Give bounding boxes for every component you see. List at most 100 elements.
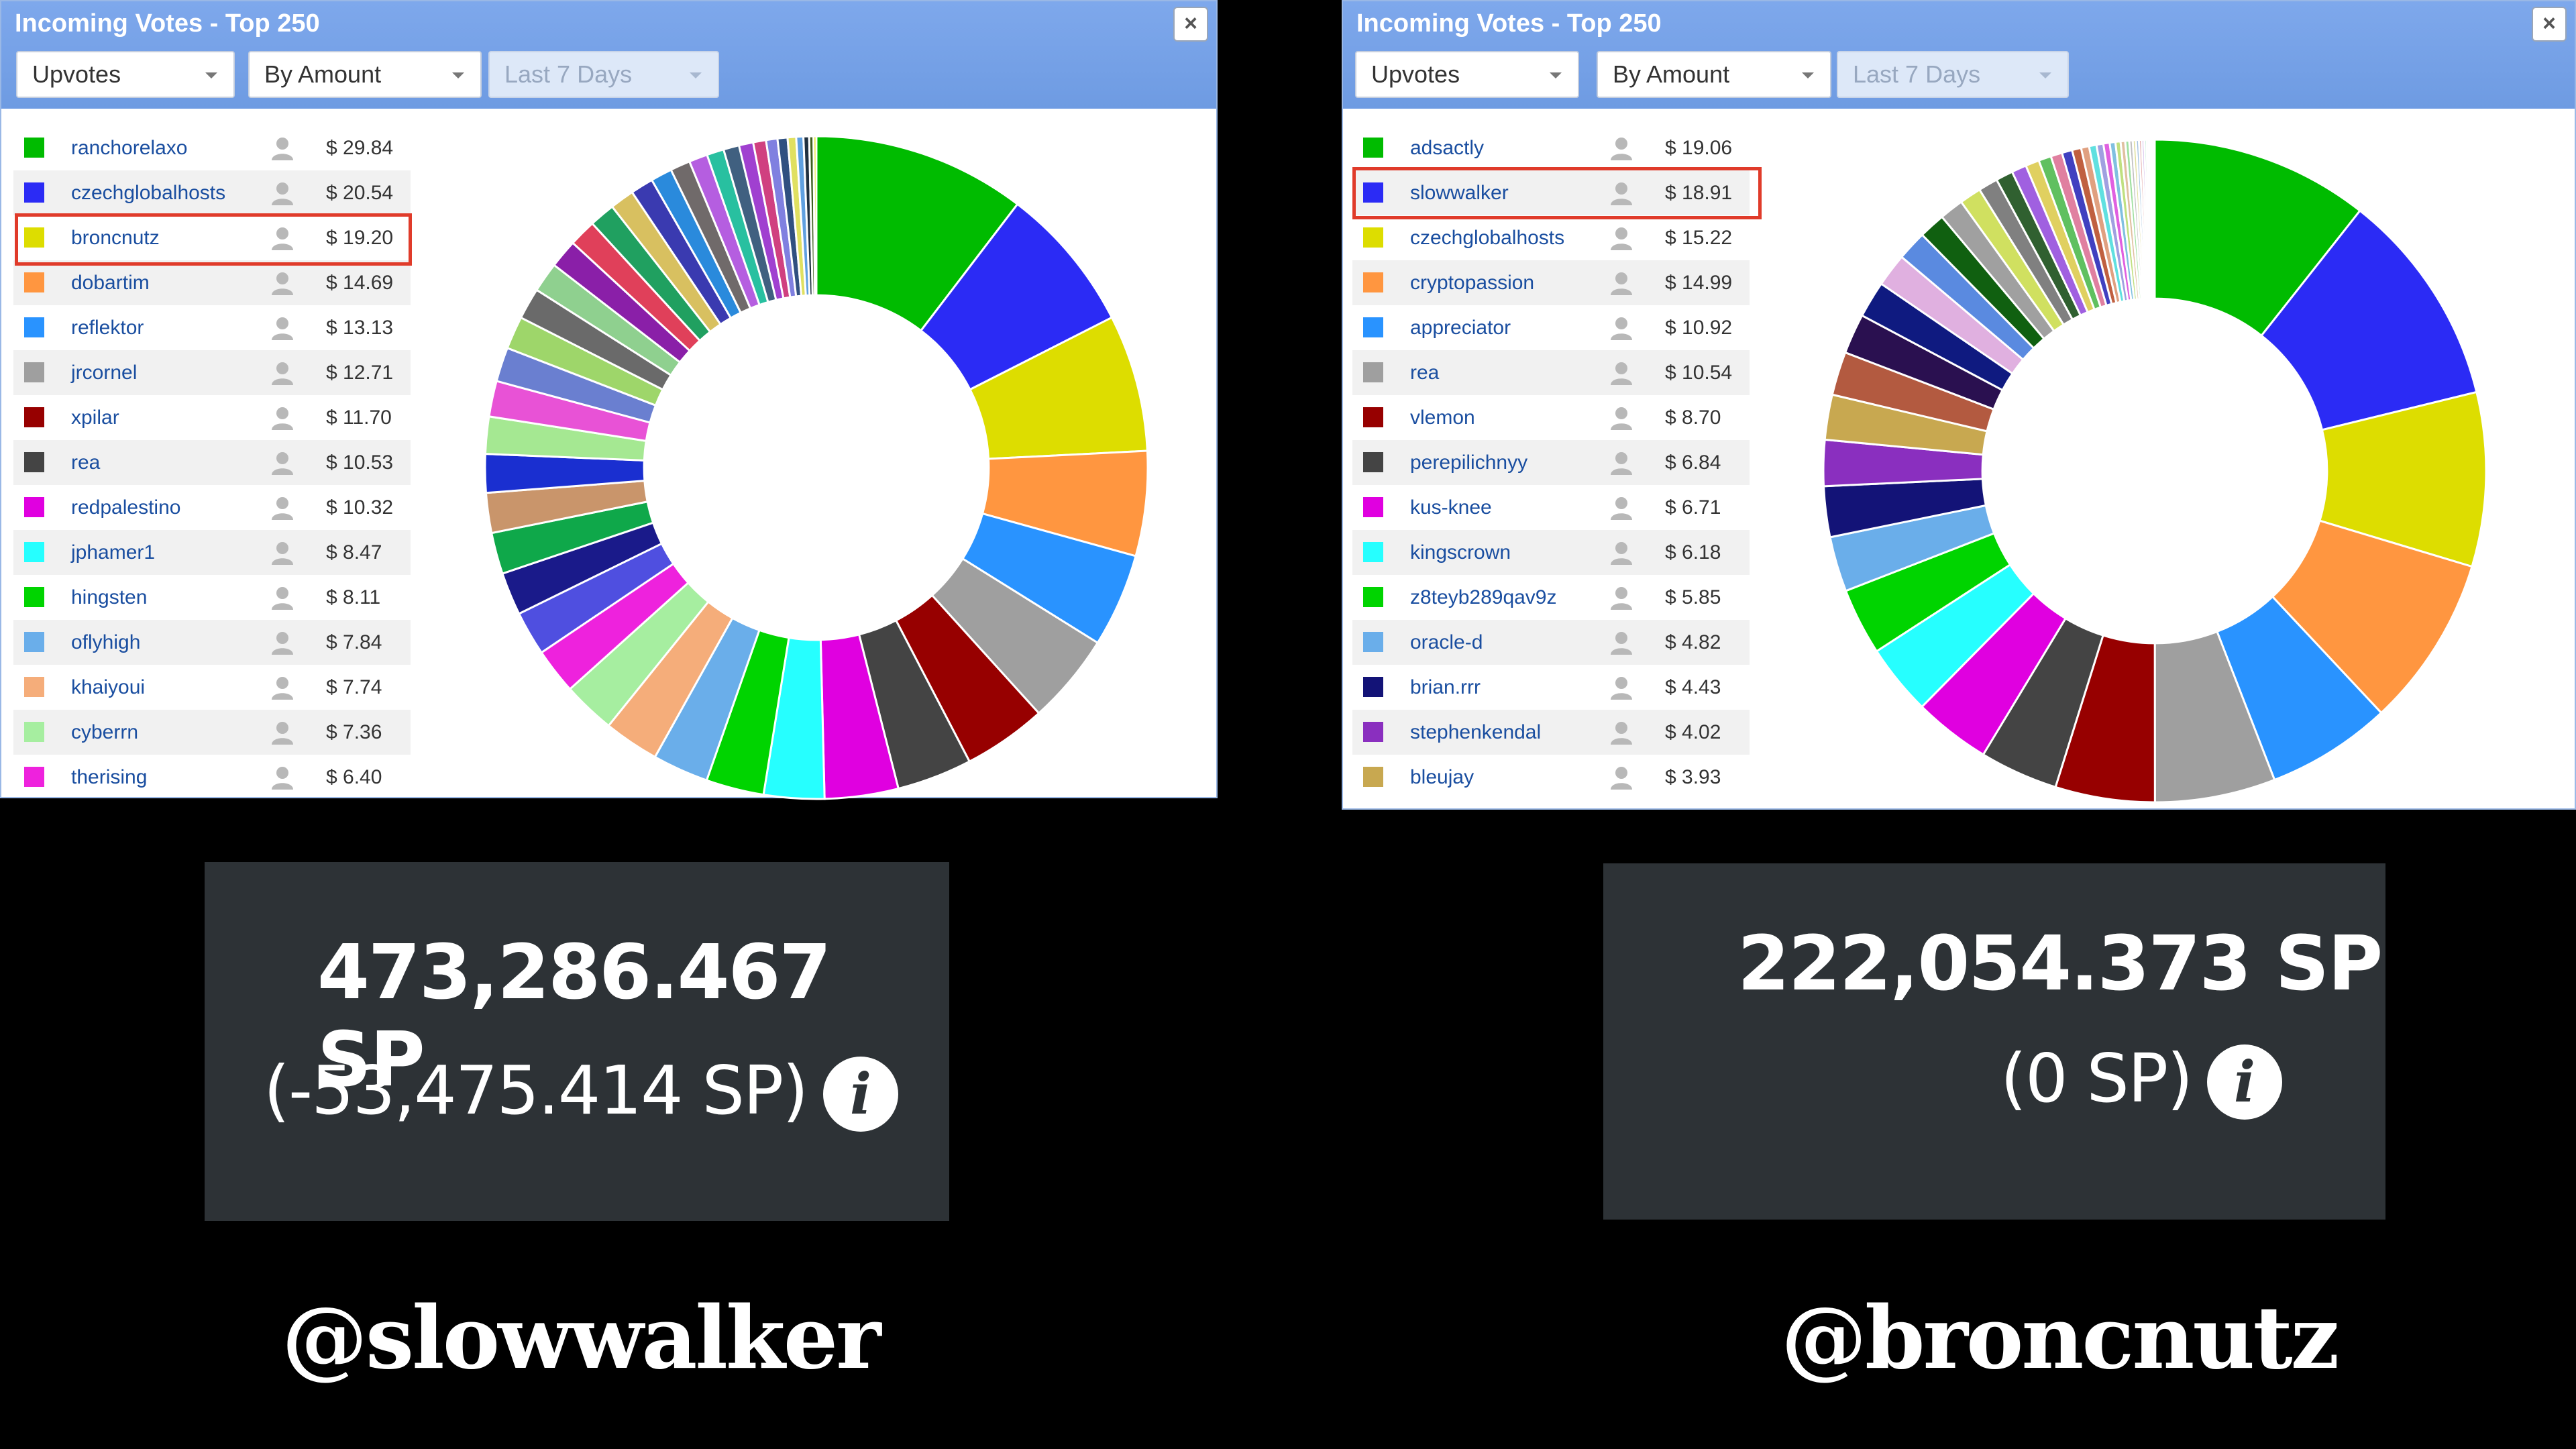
voter-name-link[interactable]: jphamer1 — [71, 541, 156, 564]
user-icon[interactable] — [1609, 720, 1634, 745]
voter-name-link[interactable]: hingsten — [71, 586, 148, 608]
vote-type-dropdown[interactable]: Upvotes — [1355, 51, 1579, 98]
sort-dropdown[interactable]: By Amount — [1597, 51, 1831, 98]
user-icon[interactable] — [1609, 765, 1634, 790]
voter-name-link[interactable]: jrcornel — [71, 362, 138, 384]
account-handle: @broncnutz — [1781, 1288, 2339, 1389]
user-icon[interactable] — [1609, 270, 1634, 296]
color-swatch — [1363, 632, 1383, 652]
voter-row: slowwalker $ 18.91 — [1352, 170, 1750, 215]
info-icon[interactable]: i — [2207, 1044, 2282, 1120]
user-icon[interactable] — [1609, 540, 1634, 566]
user-icon[interactable] — [270, 540, 295, 566]
voter-row: kingscrown $ 6.18 — [1352, 530, 1750, 575]
user-icon[interactable] — [1609, 225, 1634, 251]
user-icon[interactable] — [270, 180, 295, 206]
vote-type-dropdown[interactable]: Upvotes — [16, 51, 235, 98]
user-icon[interactable] — [1609, 585, 1634, 610]
voter-name-link[interactable]: brian.rrr — [1410, 676, 1481, 698]
voter-name-link[interactable]: dobartim — [71, 272, 150, 294]
voter-row: appreciator $ 10.92 — [1352, 305, 1750, 350]
sp-delegated: (0 SP) — [2000, 1039, 2193, 1118]
user-icon[interactable] — [1609, 495, 1634, 521]
voter-name-link[interactable]: adsactly — [1410, 137, 1485, 159]
voter-name-link[interactable]: cyberrn — [71, 721, 139, 743]
vote-amount: $ 5.85 — [1665, 586, 1721, 608]
voter-name-link[interactable]: czechglobalhosts — [1410, 227, 1565, 249]
color-swatch — [1363, 138, 1383, 158]
voter-row: cryptopassion $ 14.99 — [1352, 260, 1750, 305]
user-icon[interactable] — [270, 270, 295, 296]
user-icon[interactable] — [270, 360, 295, 386]
voter-name-link[interactable]: cryptopassion — [1410, 272, 1535, 294]
vote-amount: $ 3.93 — [1665, 766, 1721, 788]
donut-slice-adsactly[interactable] — [2153, 138, 2362, 337]
user-icon[interactable] — [1609, 180, 1634, 206]
close-button[interactable]: × — [1173, 7, 1208, 42]
vote-amount: $ 29.84 — [326, 137, 394, 159]
voter-name-link[interactable]: ranchorelaxo — [71, 137, 188, 159]
color-swatch — [1363, 407, 1383, 427]
voter-name-link[interactable]: xpilar — [71, 407, 119, 429]
period-dropdown[interactable]: Last 7 Days — [488, 51, 719, 98]
user-icon[interactable] — [1609, 315, 1634, 341]
user-icon[interactable] — [270, 136, 295, 161]
user-icon[interactable] — [1609, 136, 1634, 161]
voter-name-link[interactable]: stephenkendal — [1410, 721, 1542, 743]
user-icon[interactable] — [1609, 360, 1634, 386]
period-dropdown[interactable]: Last 7 Days — [1837, 51, 2069, 98]
user-icon[interactable] — [270, 630, 295, 655]
vote-amount: $ 6.18 — [1665, 541, 1721, 564]
user-icon[interactable] — [270, 495, 295, 521]
voter-name-link[interactable]: redpalestino — [71, 496, 181, 519]
voter-name-link[interactable]: czechglobalhosts — [71, 182, 226, 204]
voter-name-link[interactable]: vlemon — [1410, 407, 1475, 429]
voter-row: czechglobalhosts $ 15.22 — [1352, 215, 1750, 260]
voter-name-link[interactable]: oracle-d — [1410, 631, 1483, 653]
user-icon[interactable] — [1609, 405, 1634, 431]
donut-slice-other-44[interactable] — [812, 135, 818, 297]
user-icon[interactable] — [1609, 675, 1634, 700]
voter-name-link[interactable]: rea — [1410, 362, 1440, 384]
voter-name-link[interactable]: kingscrown — [1410, 541, 1511, 564]
user-icon[interactable] — [270, 315, 295, 341]
user-icon[interactable] — [270, 405, 295, 431]
voter-row: stephenkendal $ 4.02 — [1352, 710, 1750, 755]
donut-slice-slowwalker[interactable] — [2259, 209, 2478, 431]
incoming-votes-panel-left: Incoming Votes - Top 250 × Upvotes By Am… — [0, 0, 1218, 800]
voter-name-link[interactable]: z8teyb289qav9z — [1410, 586, 1557, 608]
donut-slice-ranchorelaxo[interactable] — [815, 135, 1019, 332]
info-icon[interactable]: i — [823, 1057, 898, 1132]
voter-name-link[interactable]: broncnutz — [71, 227, 160, 249]
voter-name-link[interactable]: slowwalker — [1410, 182, 1509, 204]
voter-name-link[interactable]: appreciator — [1410, 317, 1511, 339]
vote-amount: $ 13.13 — [326, 317, 394, 339]
user-icon[interactable] — [1609, 630, 1634, 655]
voter-name-link[interactable]: reflektor — [71, 317, 144, 339]
voter-row: rea $ 10.53 — [13, 440, 411, 485]
voter-name-link[interactable]: therising — [71, 766, 148, 788]
vote-amount: $ 12.71 — [326, 362, 394, 384]
voter-row: reflektor $ 13.13 — [13, 305, 411, 350]
user-icon[interactable] — [1609, 450, 1634, 476]
user-icon[interactable] — [270, 765, 295, 790]
user-icon[interactable] — [270, 720, 295, 745]
voter-name-link[interactable]: khaiyoui — [71, 676, 146, 698]
sort-dropdown[interactable]: By Amount — [248, 51, 482, 98]
sp-total: 473,286.467 SP — [317, 929, 831, 1104]
user-icon[interactable] — [270, 675, 295, 700]
voter-name-link[interactable]: perepilichnyy — [1410, 451, 1528, 474]
chevron-down-icon — [2039, 72, 2051, 78]
color-swatch — [24, 227, 44, 248]
close-button[interactable]: × — [2532, 7, 2567, 42]
voter-name-link[interactable]: rea — [71, 451, 101, 474]
user-icon[interactable] — [270, 225, 295, 251]
voter-name-link[interactable]: kus-knee — [1410, 496, 1492, 519]
donut-slice-other-49[interactable] — [2152, 138, 2156, 300]
vote-amount: $ 8.11 — [326, 586, 381, 608]
user-icon[interactable] — [270, 585, 295, 610]
vote-amount: $ 11.70 — [326, 407, 392, 429]
user-icon[interactable] — [270, 450, 295, 476]
voter-name-link[interactable]: oflyhigh — [71, 631, 141, 653]
voter-name-link[interactable]: bleujay — [1410, 766, 1474, 788]
